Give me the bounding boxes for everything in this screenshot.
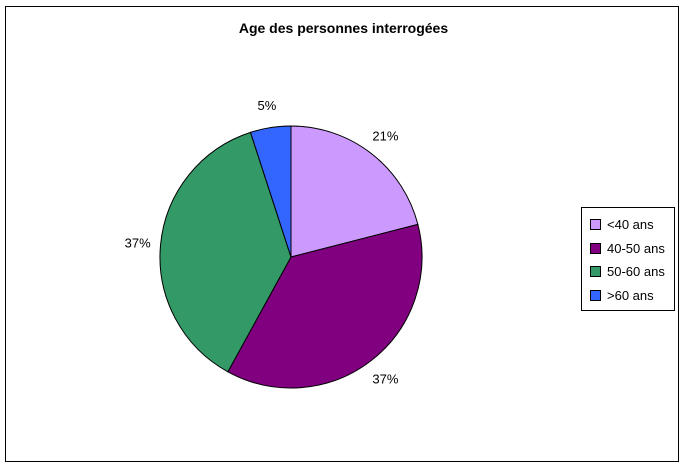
pie-slices [159,125,423,389]
data-label-40-50: 37% [372,372,398,387]
pie-slice-lt40 [290,125,419,258]
legend-label: 50-60 ans [607,264,665,280]
chart-title: Age des personnes interrogées [238,20,449,36]
legend: <40 ans 40-50 ans 50-60 ans >60 ans [581,207,675,311]
legend-swatch [590,219,601,231]
legend-item-lt40: <40 ans [590,213,674,237]
legend-label: >60 ans [607,287,654,303]
legend-item-40-50: 40-50 ans [590,237,674,261]
pie-data-labels: 21% 37% 37% 5% [125,98,399,387]
legend-label: <40 ans [607,217,654,233]
legend-swatch [590,266,601,278]
pie-slice-50-60 [159,131,292,373]
legend-swatch [590,242,601,254]
pie-slice-40-50 [227,223,423,389]
legend-swatch [590,289,601,301]
legend-item-50-60: 50-60 ans [590,260,674,284]
legend-item-gt60: >60 ans [590,284,674,308]
data-label-lt40: 21% [372,128,398,143]
pie-slice-gt60 [249,125,292,258]
legend-label: 40-50 ans [607,240,665,256]
data-label-gt60: 5% [258,98,277,113]
data-label-50-60: 37% [125,236,151,251]
